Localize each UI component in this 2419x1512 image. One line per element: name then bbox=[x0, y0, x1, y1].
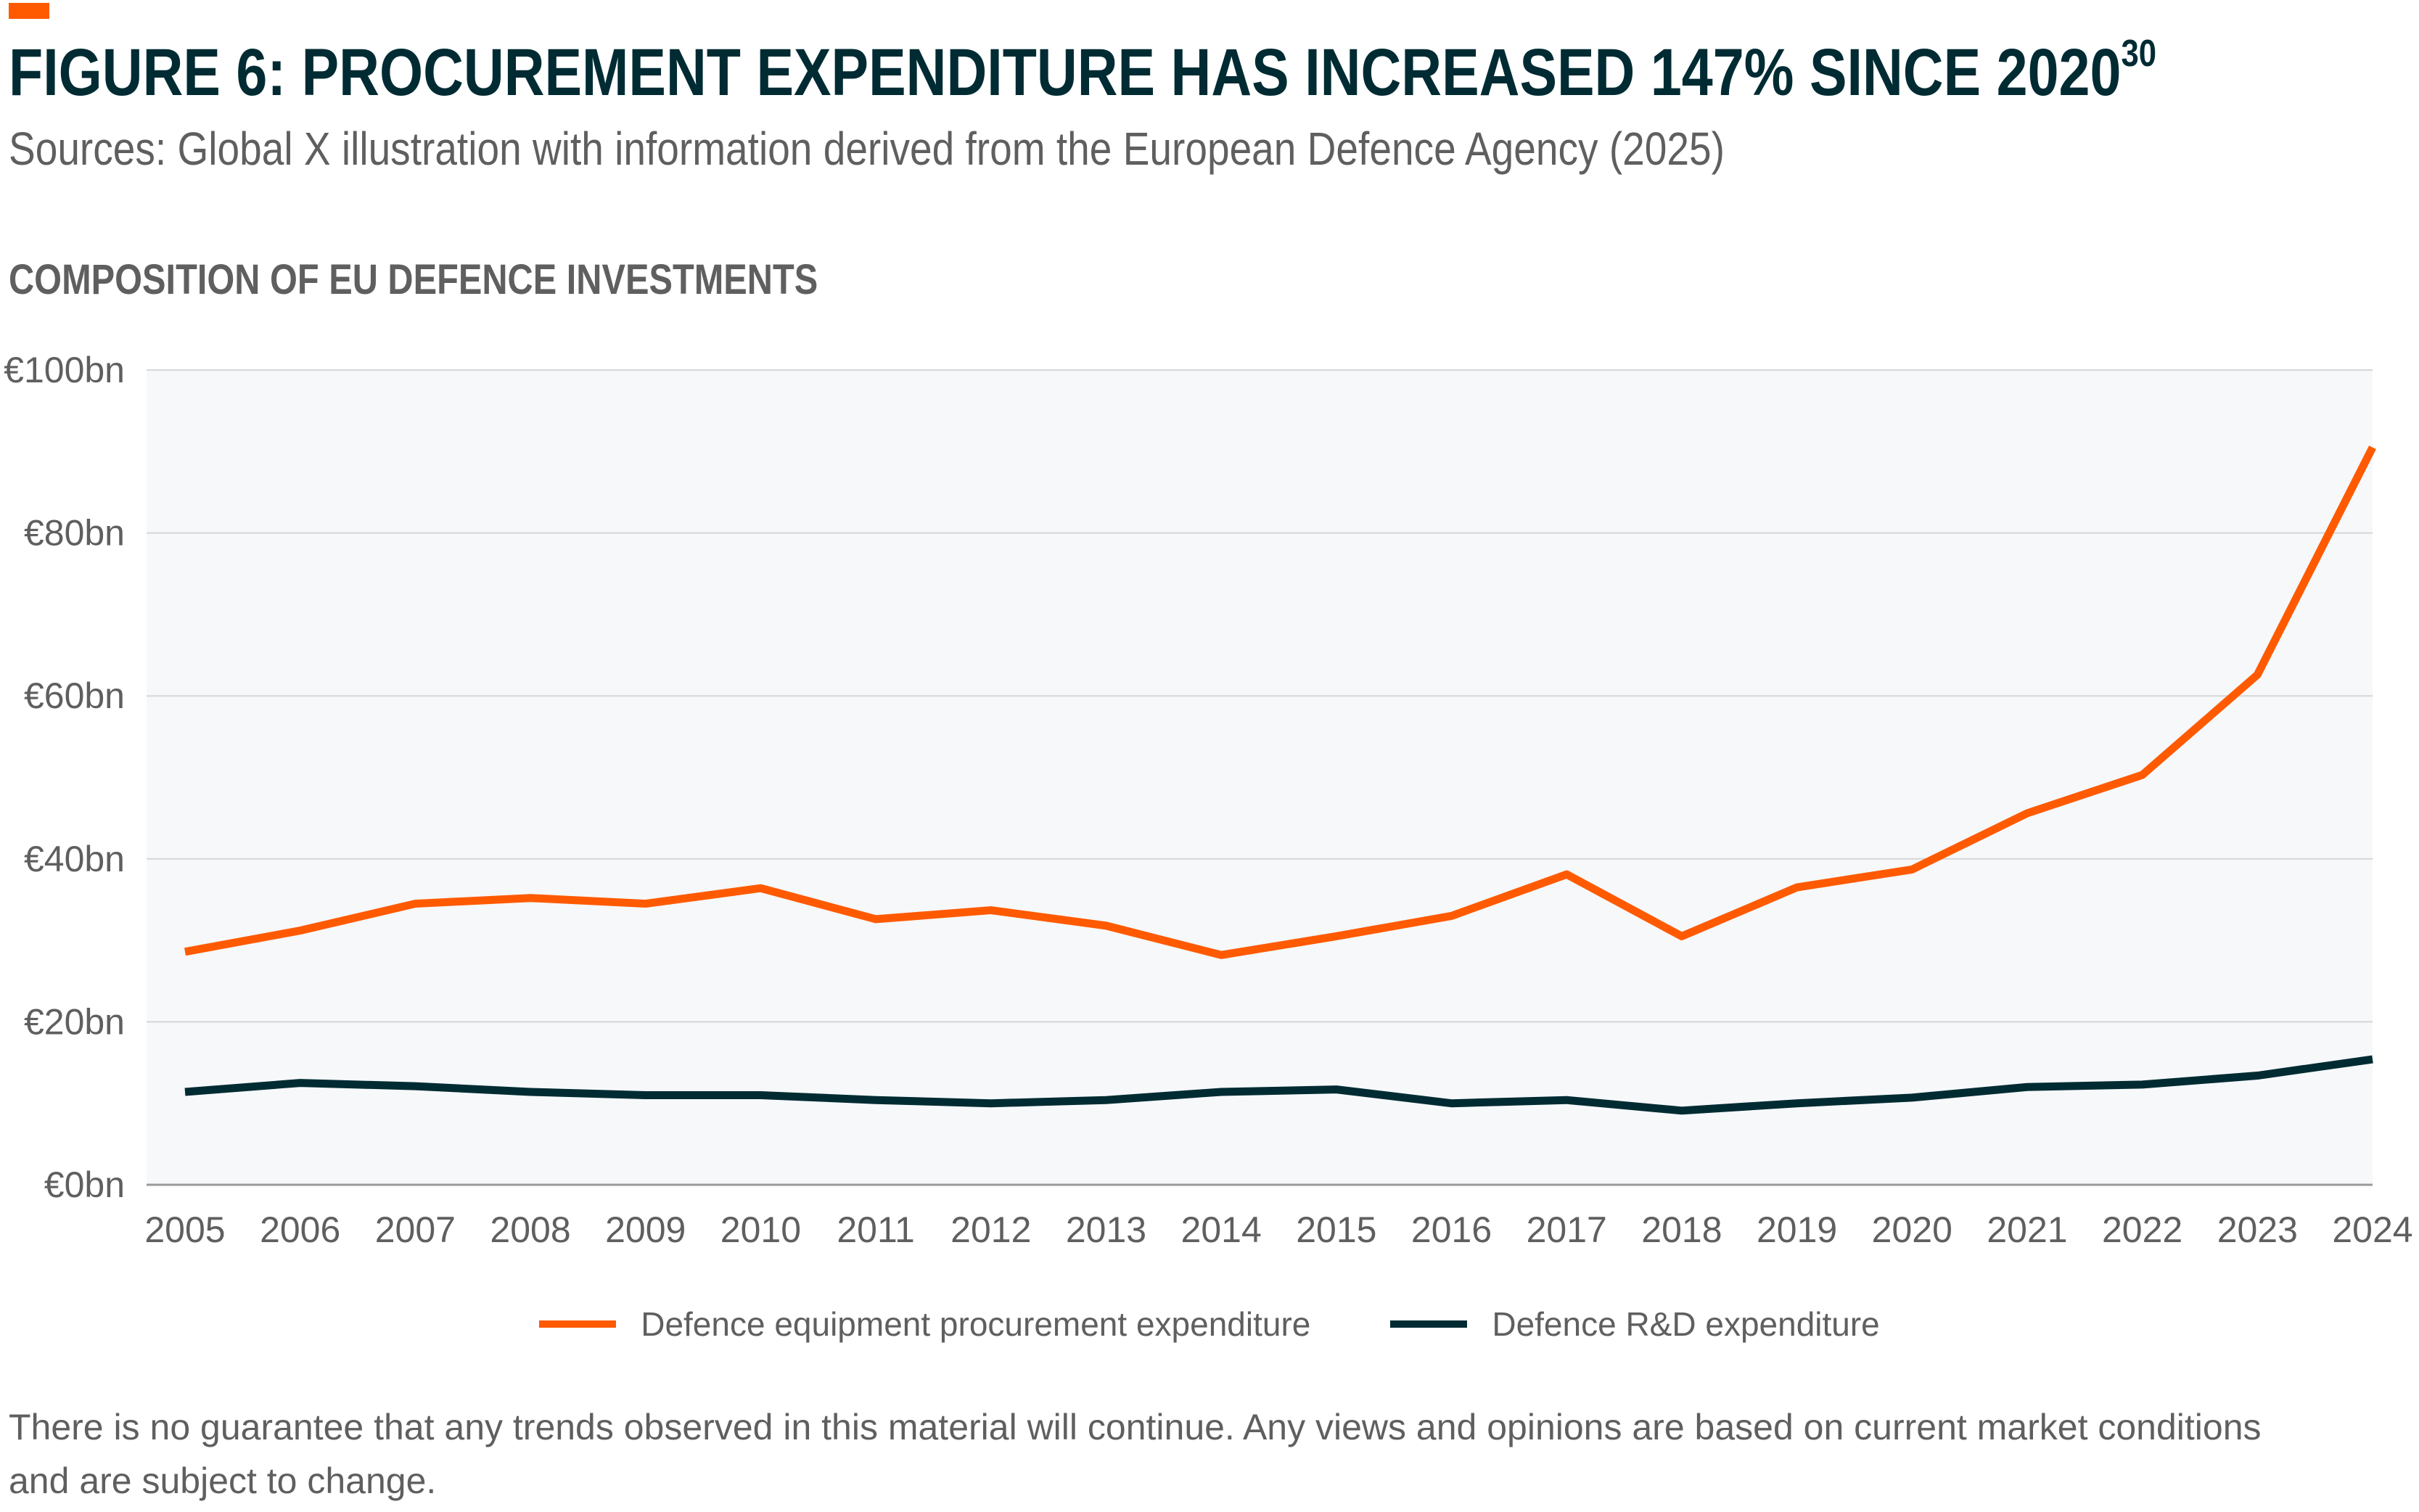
x-tick-label: 2014 bbox=[1181, 1209, 1262, 1250]
y-tick-label: €20bn bbox=[24, 1001, 125, 1042]
x-tick-label: 2013 bbox=[1066, 1209, 1146, 1250]
x-tick-label: 2008 bbox=[490, 1209, 570, 1250]
x-tick-label: 2010 bbox=[720, 1209, 801, 1250]
title-footnote: 30 bbox=[2121, 33, 2157, 75]
figure-sources: Sources: Global X illustration with info… bbox=[9, 123, 1725, 175]
title-text: FIGURE 6: PROCUREMENT EXPENDITURE HAS IN… bbox=[9, 36, 2122, 110]
x-tick-label: 2007 bbox=[375, 1209, 456, 1250]
legend: Defence equipment procurement expenditur… bbox=[0, 1304, 2419, 1344]
y-tick-label: €100bn bbox=[4, 350, 125, 390]
line-chart: €0bn €20bn €40bn €60bn €80bn €100bn 2005 2006 20… bbox=[4, 350, 2412, 1250]
y-tick-label: €40bn bbox=[24, 839, 125, 879]
chart-title: COMPOSITION OF EU DEFENCE INVESTMENTS bbox=[9, 256, 818, 303]
series-line-procurement bbox=[184, 445, 2376, 959]
accent-bar bbox=[9, 3, 49, 19]
y-tick-label: €60bn bbox=[24, 675, 125, 716]
x-tick-label: 2023 bbox=[2217, 1209, 2298, 1250]
plot-area bbox=[147, 370, 2373, 1185]
x-tick-label: 2020 bbox=[1872, 1209, 1952, 1250]
x-tick-label: 2019 bbox=[1757, 1209, 1837, 1250]
x-tick-label: 2022 bbox=[2102, 1209, 2182, 1250]
y-tick-label: €0bn bbox=[44, 1164, 125, 1205]
legend-swatch-procurement bbox=[539, 1320, 617, 1328]
x-tick-label: 2021 bbox=[1987, 1209, 2067, 1250]
x-tick-label: 2015 bbox=[1296, 1209, 1376, 1250]
x-tick-label: 2018 bbox=[1641, 1209, 1722, 1250]
y-tick-label: €80bn bbox=[24, 513, 125, 554]
legend-label-procurement: Defence equipment procurement expenditur… bbox=[641, 1305, 1311, 1343]
x-tick-label: 2011 bbox=[837, 1209, 915, 1250]
disclaimer: There is no guarantee that any trends ob… bbox=[9, 1407, 2262, 1501]
x-tick-label: 2024 bbox=[2332, 1209, 2412, 1250]
figure-title: FIGURE 6: PROCUREMENT EXPENDITURE HAS IN… bbox=[9, 33, 2157, 111]
legend-swatch-rd bbox=[1390, 1320, 1468, 1328]
x-tick-label: 2009 bbox=[605, 1209, 686, 1250]
legend-label-rd: Defence R&D expenditure bbox=[1492, 1305, 1880, 1343]
legend-item-procurement: Defence equipment procurement expenditur… bbox=[539, 1304, 1310, 1344]
x-tick-label: 2006 bbox=[260, 1209, 340, 1250]
x-tick-label: 2016 bbox=[1411, 1209, 1492, 1250]
x-tick-label: 2005 bbox=[144, 1209, 225, 1250]
x-tick-label: 2012 bbox=[950, 1209, 1031, 1250]
legend-item-rd: Defence R&D expenditure bbox=[1390, 1304, 1880, 1344]
series-line-rd bbox=[184, 1055, 2373, 1115]
x-tick-label: 2017 bbox=[1527, 1209, 1607, 1250]
